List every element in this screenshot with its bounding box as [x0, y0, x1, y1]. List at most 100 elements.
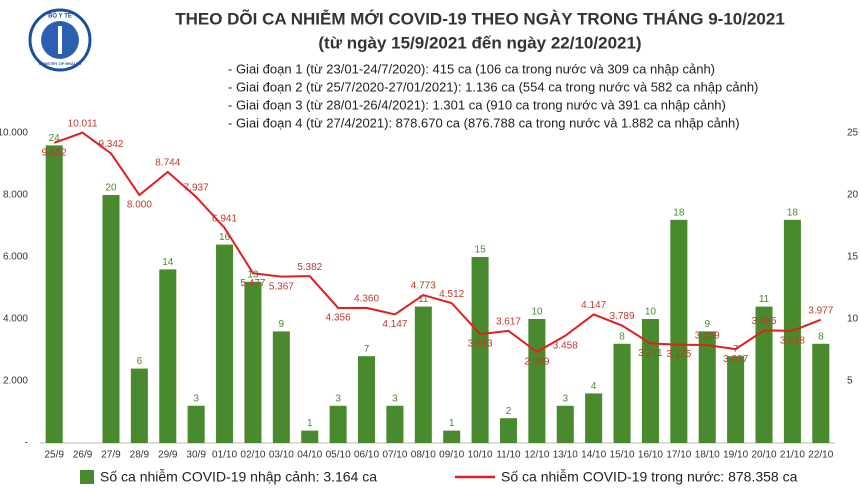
x-tick-label: 10/10: [468, 450, 493, 461]
x-tick-label: 01/10: [212, 450, 237, 461]
bar: [45, 145, 63, 443]
line-label: 3.175: [666, 349, 691, 360]
line-label: 3.635: [752, 316, 777, 327]
x-tick-label: 29/9: [158, 450, 178, 461]
bar: [585, 393, 603, 443]
note: - Giai đoạn 3 (từ 28/01-26/4/2021): 1.30…: [228, 97, 726, 112]
x-tick-label: 02/10: [240, 450, 265, 461]
x-tick-label: 16/10: [638, 450, 663, 461]
x-tick-label: 08/10: [411, 450, 436, 461]
y2-tick-label: 5: [847, 376, 853, 387]
logo-staff: [58, 26, 62, 54]
legend-label: Số ca nhiễm COVID-19 nhập cảnh: 3.164 ca: [100, 469, 377, 485]
x-tick-label: 28/9: [130, 450, 150, 461]
bar-label: 14: [162, 257, 174, 268]
y-tick-label: 2.000: [3, 376, 28, 387]
x-tick-label: 04/10: [297, 450, 322, 461]
logo-text: BỘ Y TẾ: [48, 12, 72, 20]
y-tick-label: 6.000: [3, 252, 28, 263]
line-label: 3.458: [553, 340, 578, 351]
x-tick-label: 11/10: [496, 450, 521, 461]
note: - Giai đoạn 4 (từ 27/4/2021): 878.670 ca…: [228, 115, 740, 130]
line-label: 3.159: [695, 331, 720, 342]
line-label: 3.977: [808, 305, 833, 316]
line-label: 4.360: [354, 293, 379, 304]
bar: [216, 244, 234, 443]
line-label: 7.937: [184, 183, 209, 194]
x-tick-label: 15/10: [610, 450, 635, 461]
bar: [670, 219, 688, 443]
bar-label: 24: [49, 133, 61, 144]
line: [53, 131, 822, 354]
line-label: 5.477: [240, 278, 265, 289]
bar-label: 8: [619, 331, 625, 342]
bar-label: 11: [418, 294, 429, 305]
bar-label: 3: [335, 393, 341, 404]
x-tick-label: 18/10: [695, 450, 720, 461]
line-label: 10.011: [68, 118, 98, 129]
bar-label: 1: [449, 418, 455, 429]
bar: [130, 368, 148, 443]
note: - Giai đoạn 2 (từ 25/7/2020-27/01/2021):…: [228, 79, 758, 94]
y2-tick-label: 25: [847, 128, 859, 139]
bar: [187, 405, 205, 443]
x-tick-label: 30/9: [186, 450, 206, 461]
bar-label: 9: [704, 319, 710, 330]
x-tick-label: 05/10: [326, 450, 351, 461]
x-tick-label: 07/10: [382, 450, 407, 461]
line-label: 4.147: [382, 319, 407, 330]
line-label: 3.618: [780, 335, 805, 346]
line-label: 5.367: [269, 281, 294, 292]
bar-label: 6: [137, 356, 143, 367]
note: - Giai đoạn 1 (từ 23/01-24/7/2020): 415 …: [228, 61, 715, 76]
bar: [301, 430, 319, 443]
x-tick-label: 21/10: [780, 450, 805, 461]
legend-swatch: [80, 470, 94, 484]
bar-label: 10: [531, 307, 543, 318]
bar: [528, 319, 546, 443]
x-tick-label: 03/10: [269, 450, 294, 461]
bar: [613, 343, 631, 443]
line-label: 3.211: [638, 348, 663, 359]
bar: [812, 343, 830, 443]
bar-label: 18: [673, 207, 685, 218]
line-label: 8.000: [127, 200, 152, 211]
x-tick-label: 06/10: [354, 450, 379, 461]
y-tick-label: -: [25, 438, 28, 449]
bar-label: 11: [759, 294, 770, 305]
x-tick-label: 19/10: [723, 450, 748, 461]
x-tick-label: 09/10: [439, 450, 464, 461]
bar: [641, 319, 659, 443]
bar: [358, 356, 376, 443]
bar: [443, 430, 461, 443]
bar: [414, 306, 432, 443]
bar: [556, 405, 574, 443]
bar: [102, 195, 120, 443]
y-tick-label: 10.000: [0, 128, 28, 139]
line-label: 3.513: [468, 339, 493, 350]
line-label: 4.356: [326, 313, 351, 324]
x-tick-label: 25/9: [44, 450, 64, 461]
bar-label: 3: [193, 393, 199, 404]
bar-label: 18: [787, 207, 799, 218]
bar-label: 10: [645, 307, 657, 318]
chart-subtitle: (từ ngày 15/9/2021 đến ngày 22/10/2021): [318, 33, 641, 52]
bar: [727, 356, 745, 443]
bar: [329, 405, 347, 443]
line-label: 9.682: [42, 147, 67, 158]
bar-label: 13: [247, 269, 259, 280]
bar: [244, 281, 262, 443]
bar-label: 1: [307, 418, 313, 429]
bar-label: 3: [392, 393, 398, 404]
bar-label: 15: [475, 245, 487, 256]
bar-label: 4: [591, 381, 597, 392]
bar: [159, 269, 177, 443]
x-tick-label: 14/10: [581, 450, 606, 461]
y2-tick-label: 15: [847, 252, 859, 263]
bar: [272, 331, 290, 443]
bar: [471, 257, 489, 443]
legend-label: Số ca nhiễm COVID-19 trong nước: 878.358…: [501, 469, 798, 485]
y2-tick-label: 20: [847, 190, 859, 201]
bar-label: 20: [105, 183, 117, 194]
line-label: 3.789: [610, 311, 635, 322]
